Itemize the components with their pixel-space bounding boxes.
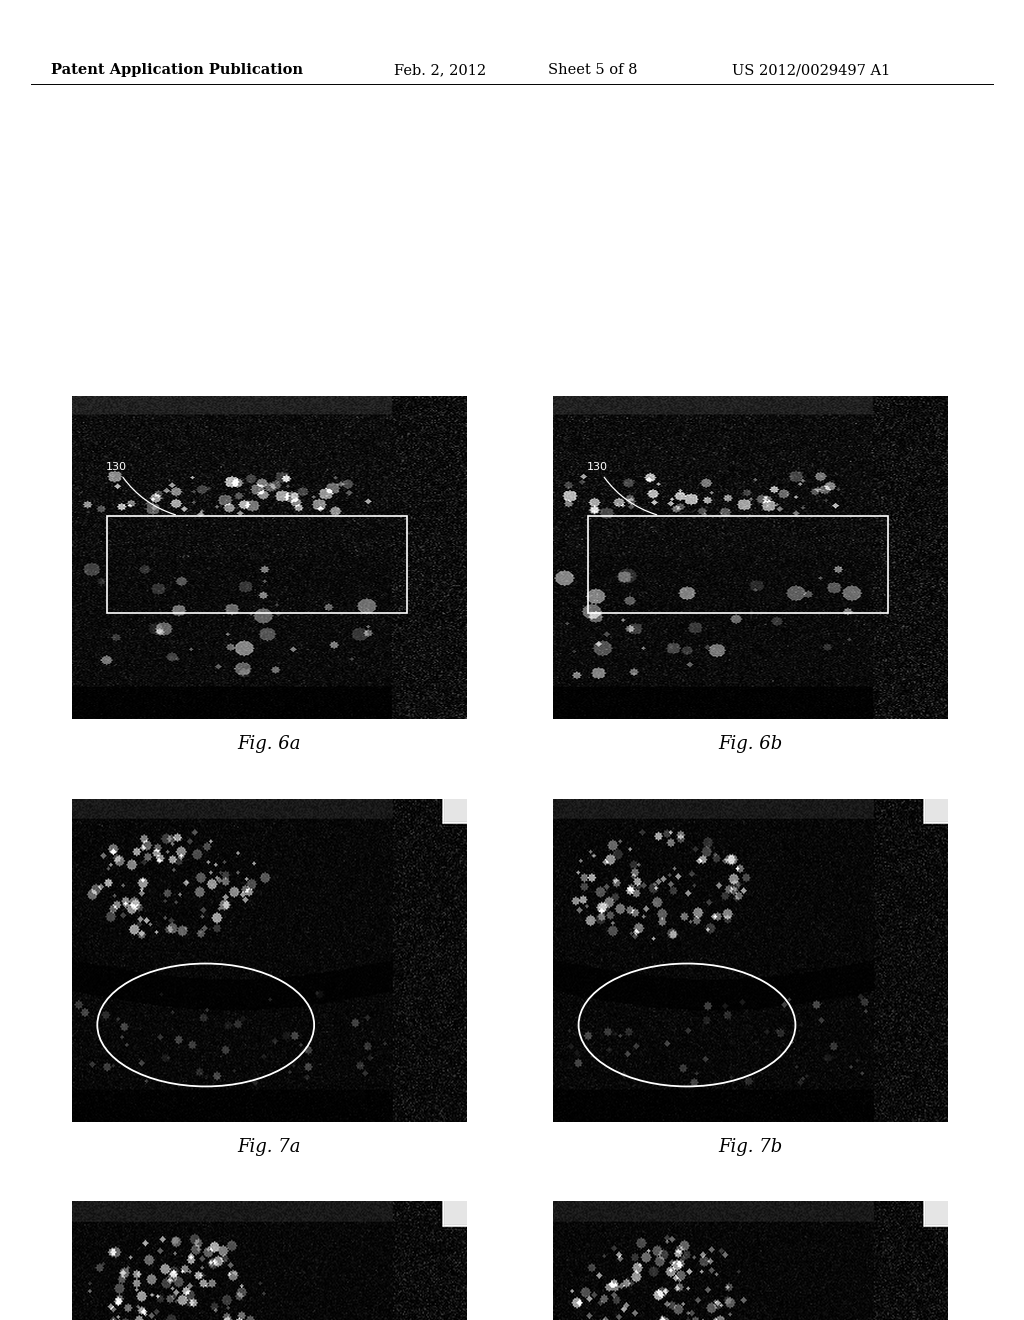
Text: Sheet 5 of 8: Sheet 5 of 8 (548, 63, 637, 78)
Text: Fig. 6a: Fig. 6a (237, 735, 301, 754)
Text: Patent Application Publication: Patent Application Publication (51, 63, 303, 78)
Text: 130: 130 (105, 462, 175, 515)
Text: Fig. 7b: Fig. 7b (718, 1138, 782, 1156)
Text: 130: 130 (587, 462, 656, 515)
Bar (589, 516, 888, 612)
Bar (108, 516, 407, 612)
Text: Fig. 7a: Fig. 7a (237, 1138, 301, 1156)
Text: Feb. 2, 2012: Feb. 2, 2012 (394, 63, 486, 78)
Text: US 2012/0029497 A1: US 2012/0029497 A1 (732, 63, 891, 78)
Text: Fig. 6b: Fig. 6b (718, 735, 782, 754)
